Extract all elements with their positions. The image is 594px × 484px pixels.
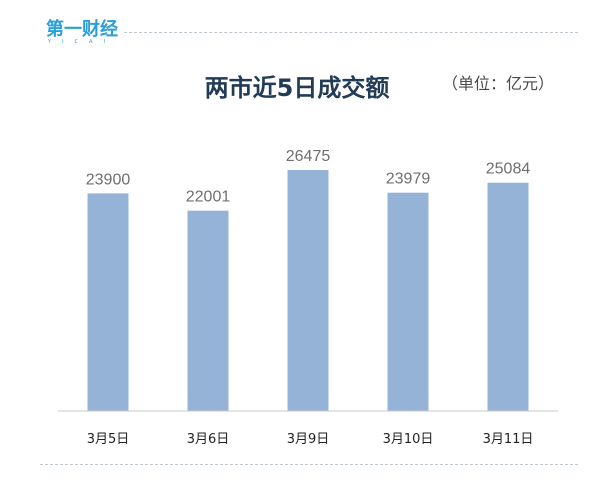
x-tick-label-2: 3月6日 — [187, 432, 230, 447]
logo-subtext: YICAI — [48, 39, 116, 45]
bar-value-label-5: 25084 — [486, 161, 531, 178]
unit-label: （单位：亿元） — [441, 74, 554, 93]
bottom-dashed-divider — [40, 464, 578, 465]
bar-value-label-1: 23900 — [86, 171, 131, 188]
logo-text: 第一财经 — [46, 19, 118, 40]
category-ticks-layer: 3月5日 3月6日 3月9日 3月10日 3月11日 — [87, 432, 534, 447]
bar-1 — [87, 193, 129, 411]
bar-value-label-2: 22001 — [186, 189, 231, 206]
x-tick-label-4: 3月10日 — [383, 432, 434, 447]
brand-logo: 第一财经 YICAI — [46, 19, 118, 46]
x-tick-label-5: 3月11日 — [483, 432, 534, 447]
top-dashed-divider — [124, 32, 578, 33]
bar-5 — [487, 182, 529, 411]
chart-title: 两市近5日成交额 — [204, 74, 390, 102]
bar-3 — [287, 170, 329, 411]
value-labels-layer: 23900 22001 26475 23979 25084 — [86, 148, 531, 206]
bar-4 — [387, 192, 429, 411]
bar-value-label-4: 23979 — [386, 171, 431, 188]
x-tick-label-1: 3月5日 — [87, 432, 130, 447]
bar-2 — [187, 210, 229, 411]
bars-layer — [87, 170, 529, 411]
x-tick-label-3: 3月9日 — [287, 432, 330, 447]
bar-value-label-3: 26475 — [286, 148, 331, 165]
